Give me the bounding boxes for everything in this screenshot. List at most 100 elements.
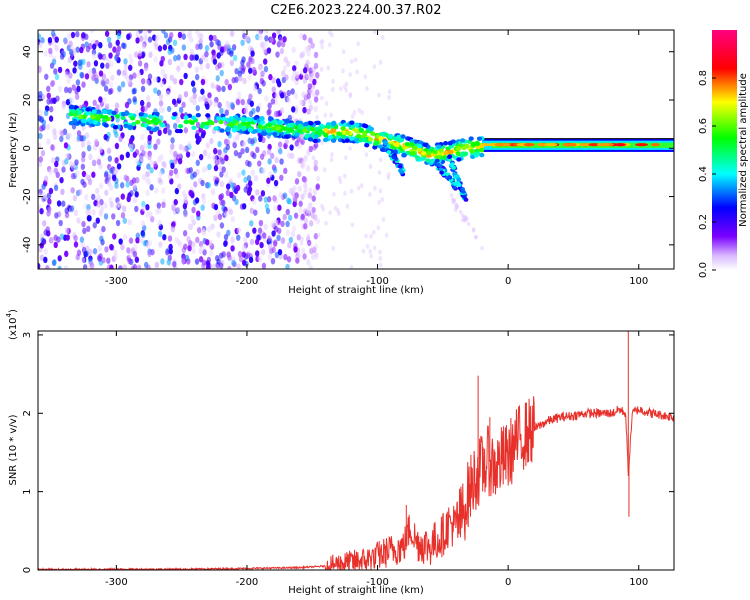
spectrogram-cell xyxy=(135,237,140,244)
spectrogram-cell xyxy=(364,233,368,239)
spectrogram-cell xyxy=(112,46,117,53)
spectrogram-ridge-cell xyxy=(253,115,259,121)
spectrogram-cell xyxy=(135,176,140,184)
spectrogram-y-tick-label: 40 xyxy=(22,45,33,58)
spectrogram-cell xyxy=(183,196,188,204)
spectrogram-cell xyxy=(53,68,58,75)
spectrogram-ridge-cell xyxy=(103,114,109,120)
spectrogram-cell xyxy=(262,58,268,65)
spectrogram-cell xyxy=(139,35,144,42)
spectrogram-cell xyxy=(352,110,357,116)
spectrogram-cell xyxy=(273,204,278,212)
spectrogram-cell xyxy=(241,244,247,252)
spectrogram-cell xyxy=(297,251,302,259)
spectrogram-cell xyxy=(38,67,42,74)
spectrogram-ridge-cell xyxy=(330,122,337,127)
spectrogram-cell xyxy=(53,167,58,174)
spectrogram-cell xyxy=(163,32,169,39)
spectrogram-ridge-cell xyxy=(474,141,480,147)
spectrogram-cell xyxy=(217,140,222,148)
spectrogram-cell xyxy=(364,152,369,158)
spectrogram-cell xyxy=(307,192,313,199)
spectrogram-cell xyxy=(369,253,374,259)
spectrogram-cell xyxy=(308,37,313,45)
spectrogram-cell xyxy=(84,33,89,41)
spectrogram-cell xyxy=(308,264,314,269)
spectrogram-ridge-cell xyxy=(288,122,294,128)
spectrogram-cell xyxy=(196,210,201,217)
spectrogram-x-tick-label: 0 xyxy=(505,276,511,287)
spectrogram-cell xyxy=(218,194,223,201)
spectrogram-cell xyxy=(128,137,134,145)
spectrogram-cell xyxy=(59,53,65,60)
spectrogram-ridge-cell xyxy=(398,137,405,143)
spectrogram-cell xyxy=(242,236,248,244)
spectrogram-cell xyxy=(312,214,318,221)
spectrogram-cell xyxy=(250,169,256,176)
spectrogram-cell xyxy=(39,125,44,132)
spectrogram-cell xyxy=(108,81,114,89)
spectrogram-cell xyxy=(107,42,113,49)
spectrogram-cell xyxy=(161,30,166,34)
spectrogram-ridge-cell xyxy=(294,132,300,137)
spectrogram-cell xyxy=(378,262,383,268)
spectrogram-cell xyxy=(211,263,216,269)
spectrogram-cell xyxy=(147,30,152,34)
spectrogram-cell xyxy=(263,196,269,203)
spectrogram-cell xyxy=(171,203,176,210)
spectrogram-cell xyxy=(177,31,183,39)
spectrogram-cell xyxy=(345,203,350,209)
spectrogram-cell xyxy=(128,143,134,151)
spectrogram-cell xyxy=(46,85,51,93)
snr-y-tick-label: 0 xyxy=(22,567,33,573)
spectrogram-cell xyxy=(227,132,232,139)
spectrogram-ridge-cell xyxy=(92,120,98,125)
spectrogram-ridge-cell xyxy=(259,116,265,122)
spectrogram-cell xyxy=(104,246,109,253)
spectrogram-cell xyxy=(273,239,278,246)
spectrogram-cell xyxy=(236,227,241,234)
spectrogram-ridge-cell xyxy=(241,126,247,132)
spectrogram-cell xyxy=(273,179,279,187)
spectrogram-cell xyxy=(192,171,197,178)
spectrogram-cell xyxy=(74,93,80,100)
spectrogram-cell xyxy=(320,203,324,209)
snr-y-multiplier: (x104) xyxy=(5,309,19,340)
spectrogram-cell xyxy=(458,209,463,214)
spectrogram-cell xyxy=(41,183,46,190)
spectrogram-cell xyxy=(274,156,279,164)
spectrogram-cell xyxy=(180,30,186,35)
spectrogram-ridge-cell xyxy=(130,116,136,121)
spectrogram-ridge-cell xyxy=(392,149,398,154)
spectrogram-ridge-cell xyxy=(259,125,265,130)
spectrogram-ridge-cell xyxy=(400,134,406,139)
spectrogram-cell xyxy=(386,172,391,178)
spectrogram-cell xyxy=(348,145,352,151)
spectrogram-cell xyxy=(236,234,241,241)
colorbar-tick-label: 0.2 xyxy=(698,214,709,230)
spectrogram-ridge-cell xyxy=(349,120,355,125)
spectrogram-ridge-cell xyxy=(219,128,225,133)
spectrogram-cell xyxy=(255,105,261,113)
spectrogram-cell xyxy=(133,51,139,58)
spectrogram-cell xyxy=(197,96,203,103)
spectrogram-cell xyxy=(182,145,187,153)
snr-y-tick-label: 3 xyxy=(22,332,33,338)
spectrogram-cell xyxy=(95,217,100,224)
spectrogram-cell xyxy=(234,68,239,75)
spectrogram-cell xyxy=(132,196,138,204)
spectrogram-cell xyxy=(247,180,253,187)
spectrogram-cell xyxy=(387,94,391,100)
spectrogram-cell xyxy=(109,167,114,174)
spectrogram-cell xyxy=(87,178,93,186)
spectrogram-cell xyxy=(146,163,151,170)
spectrogram-cell xyxy=(122,264,128,269)
spectrogram-cell xyxy=(278,192,283,199)
spectrogram-band-peak xyxy=(482,143,490,147)
spectrogram-cell xyxy=(182,230,188,237)
spectrogram-cell xyxy=(190,80,196,87)
spectrogram-cell xyxy=(196,226,202,234)
spectrogram-y-tick-label: -20 xyxy=(22,188,33,204)
spectrogram-cell xyxy=(372,64,377,70)
spectrogram-cell xyxy=(207,97,212,104)
